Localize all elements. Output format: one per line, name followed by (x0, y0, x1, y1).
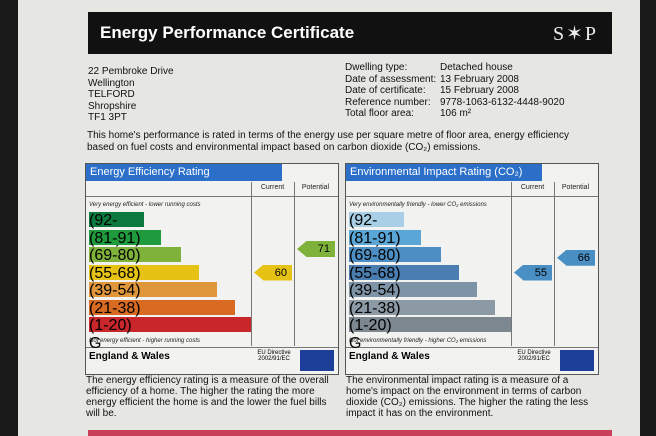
divider (346, 347, 598, 348)
logo: S✶P (552, 23, 598, 45)
rating-band: (21-38)F (349, 299, 495, 335)
rating-band: (1-20) G (349, 317, 511, 352)
rating-band: (92-100)A (349, 212, 404, 265)
detail-row: Total floor area: 106 m² (345, 108, 565, 120)
next-section-bar (88, 430, 612, 436)
rating-band: (55-68)D (89, 264, 199, 300)
column-header: Potential (561, 184, 590, 191)
region: England & Wales (89, 351, 170, 362)
column-header: Current (520, 184, 545, 191)
address-line: Shropshire (88, 100, 137, 112)
detail-label: Reference number: (345, 96, 431, 108)
divider (294, 182, 295, 346)
detail-value: 15 February 2008 (440, 85, 519, 96)
band-range: (81-91) (89, 229, 141, 247)
column-header: Potential (301, 184, 330, 191)
eu-flag (300, 350, 334, 371)
band-range: (55-68) (89, 264, 141, 282)
region: England & Wales (349, 351, 430, 362)
band-range: (55-68) (349, 264, 401, 282)
eu-directive: EU Directive 2002/91/EC (257, 350, 291, 362)
chart-title: Environmental Impact Rating (CO₂) (346, 164, 542, 181)
band-range: (1-20) (349, 317, 392, 334)
certificate-page: Energy Performance Certificate S✶P 22 Pe… (18, 0, 640, 436)
rating-band: (92-100)A (89, 212, 144, 265)
eu-directive: EU Directive 2002/91/EC (517, 350, 551, 362)
band-letter: G (349, 335, 362, 352)
band-range: (21-38) (349, 299, 401, 317)
address-line: Wellington (88, 77, 135, 89)
band-range: (39-54) (89, 282, 141, 299)
detail-row: Dwelling type: Detached house (345, 62, 565, 74)
column-header: Current (260, 184, 285, 191)
rating-band: (39-54)E (349, 282, 477, 317)
detail-label: Dwelling type: (345, 62, 408, 73)
detail-row: Reference number: 9778-1063-6132-4448-902… (345, 97, 565, 109)
divider (511, 182, 512, 346)
details: Dwelling type: Detached house Date of asse… (345, 62, 565, 120)
current-rating: 60 (254, 264, 292, 281)
divider (251, 182, 252, 346)
detail-label: Date of assessment: (345, 73, 437, 85)
rating-band: (81-91)B (89, 229, 161, 265)
rating-band: (69-80)C (89, 247, 181, 282)
description: The environmental impact rating is a mea… (346, 375, 589, 419)
rating-band: (55-68)D (349, 264, 459, 300)
top-note: Very environmentally friendly - lower CO… (349, 202, 487, 208)
environmental-impact-chart: Environmental Impact Rating (CO₂) Current… (345, 163, 599, 375)
description: The energy efficiency rating is a measur… (86, 375, 329, 419)
header-bar: Energy Performance Certificate S✶P (88, 12, 612, 54)
detail-value: Detached house (440, 62, 513, 73)
detail-value: 13 February 2008 (440, 73, 519, 85)
detail-label: Date of certificate: (345, 85, 426, 96)
detail-label: Total floor area: (345, 108, 414, 119)
band-range: (21-38) (89, 299, 141, 317)
band-range: (69-80) (349, 247, 401, 264)
chart-title: Energy Efficiency Rating (86, 164, 282, 181)
intro-text: This home's performance is rated in term… (87, 130, 569, 153)
detail-row: Date of assessment: 13 February 2008 (345, 74, 565, 86)
rating-band: (21-38)F (89, 299, 235, 335)
eu-flag (560, 350, 594, 371)
band-letter: G (89, 335, 102, 352)
top-note: Very energy efficient - lower running co… (89, 202, 201, 208)
detail-value: 106 m² (440, 108, 472, 119)
rating-band: (81-91)B (349, 229, 421, 265)
band-range: (39-54) (349, 282, 401, 299)
current-rating: 55 (514, 264, 552, 281)
divider (86, 347, 338, 348)
address: 22 Pembroke Drive Wellington TELFORD Shrops… (88, 66, 174, 124)
potential-rating: 66 (557, 249, 595, 266)
detail-value: 9778-1063-6132-4448-9020 (440, 96, 565, 108)
bottom-note: Not environmentally friendly - higher CO… (349, 338, 487, 344)
divider (346, 196, 598, 197)
title: Energy Performance Certificate (100, 23, 355, 42)
address-line: TF1 3PT (88, 112, 127, 123)
potential-rating: 71 (297, 241, 335, 257)
band-range: (69-80) (89, 247, 141, 264)
detail-row: Date of certificate: 15 February 2008 (345, 85, 565, 97)
energy-efficiency-chart: Energy Efficiency Rating Current Potential… (85, 163, 339, 375)
band-range: (81-91) (349, 229, 401, 247)
divider (554, 182, 555, 346)
rating-band: (69-80)C (349, 247, 441, 282)
divider (86, 196, 338, 197)
bottom-note: Not energy efficient - higher running co… (89, 338, 201, 344)
rating-band: (1-20) G (89, 317, 251, 352)
band-range: (1-20) (89, 317, 132, 334)
rating-band: (39-54)E (89, 282, 217, 317)
address-line: 22 Pembroke Drive (88, 66, 174, 77)
address-line: TELFORD (88, 89, 135, 100)
